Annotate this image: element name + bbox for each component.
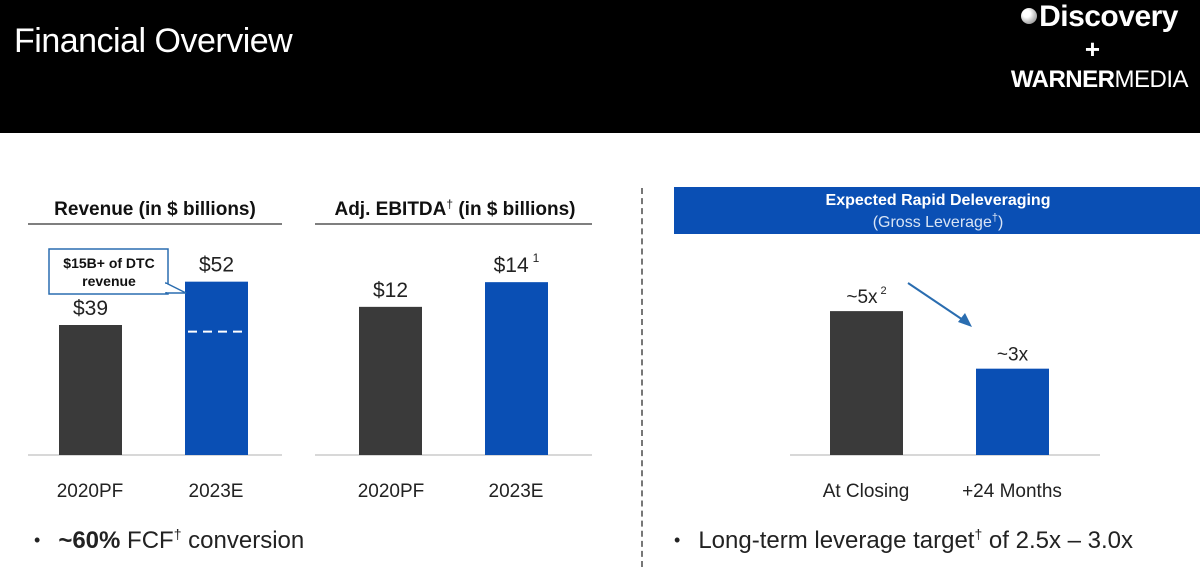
dtc-callout-box	[48, 248, 169, 295]
globe-icon	[1021, 8, 1038, 25]
ebitda-label-2023E: $14 1	[494, 251, 540, 277]
dtc-callout-line2: revenue	[82, 273, 136, 289]
revenue-bar-2020PF	[59, 325, 122, 455]
dtc-callout: $15B+ of DTC revenue	[48, 248, 187, 295]
revenue-chart-title: Revenue (in $ billions)	[54, 199, 256, 220]
header-bar: Financial Overview Discovery + WARNERMED…	[0, 0, 1200, 133]
dtc-callout-pointer	[165, 281, 187, 294]
ebitda-bar-2020PF	[359, 306, 422, 455]
leverage-banner	[674, 187, 1200, 234]
ebitda-category-2023E: 2023E	[489, 481, 544, 502]
company-logo: Discovery + WARNERMEDIA	[988, 0, 1189, 100]
leverage-bar-at-closing	[830, 311, 903, 455]
revenue-category-2020PF: 2020PF	[57, 481, 124, 502]
page-title: Financial Overview	[14, 22, 293, 60]
leverage-bar-24-months	[976, 368, 1049, 455]
logo-plus: +	[1084, 34, 1100, 64]
revenue-bar-2023E	[185, 281, 248, 455]
ebitda-bar-2023E	[485, 282, 548, 455]
ebitda-label-2020PF: $12	[373, 279, 408, 302]
dtc-callout-mask	[164, 284, 167, 292]
ebitda-chart-title: Adj. EBITDA† (in $ billions)	[334, 197, 575, 220]
revenue-chart: Revenue (in $ billions) $39 $52 2020PF 2…	[28, 199, 282, 502]
section-divider	[641, 188, 643, 567]
deleveraging-arrowhead-icon	[958, 313, 972, 327]
bullet-leverage-target: • Long-term leverage target† of 2.5x – 3.…	[674, 526, 1134, 554]
leverage-label-24-months: ~3x	[997, 345, 1029, 366]
leverage-category-24-months: +24 Months	[962, 481, 1062, 502]
logo-discovery: Discovery	[1021, 0, 1178, 34]
ebitda-chart: Adj. EBITDA† (in $ billions) $12 $14 1 20…	[315, 197, 592, 502]
revenue-label-2020PF: $39	[73, 297, 108, 320]
bullet-fcf-conversion: • ~60% FCF† conversion	[34, 526, 305, 554]
leverage-label-at-closing: ~5x 2	[846, 285, 886, 308]
leverage-chart: Expected Rapid Deleveraging (Gross Lever…	[674, 187, 1200, 502]
dtc-callout-line1: $15B+ of DTC	[63, 255, 154, 271]
ebitda-category-2020PF: 2020PF	[358, 481, 425, 502]
leverage-chart-title: Expected Rapid Deleveraging	[826, 192, 1051, 209]
deleveraging-arrow	[907, 282, 967, 323]
leverage-chart-subtitle: (Gross Leverage†)	[873, 212, 1004, 231]
leverage-category-at-closing: At Closing	[823, 481, 910, 502]
revenue-label-2023E: $52	[199, 254, 234, 277]
logo-warnermedia: WARNERMEDIA	[1010, 66, 1189, 93]
revenue-category-2023E: 2023E	[189, 481, 244, 502]
